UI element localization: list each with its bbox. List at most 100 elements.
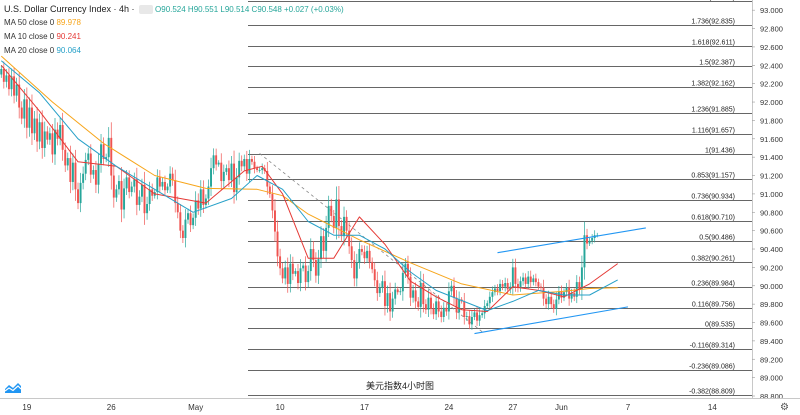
candle-body-145 — [371, 261, 374, 270]
candle-body-5 — [13, 76, 16, 96]
chart-caption: 美元指数4小时图 — [365, 381, 434, 391]
candlestick-series — [0, 61, 599, 330]
candle-body-210 — [537, 282, 540, 287]
candle-body-117 — [299, 268, 302, 284]
legend-ma50[interactable]: MA 50 close 0 89.978 — [4, 16, 344, 30]
price-channel — [474, 227, 646, 335]
candle-body-79 — [202, 189, 205, 205]
candle-body-162 — [414, 290, 417, 302]
time-axis[interactable]: 19 26 May 10 17 24 27 Jun 7 14 — [0, 398, 800, 413]
legend-ma20[interactable]: MA 20 close 0 90.064 — [4, 44, 344, 58]
candle-body-188 — [481, 313, 484, 316]
candle-body-41 — [105, 157, 108, 159]
candle-body-147 — [376, 280, 379, 294]
candle-body-88 — [225, 168, 228, 172]
candle-body-228 — [583, 235, 586, 268]
price-tick-label-20: 92.800 — [760, 25, 783, 34]
price-axis[interactable]: 88.800 89.000 89.200 89.400 89.600 89.800 90.0… — [752, 0, 783, 401]
candle-body-36 — [92, 170, 95, 175]
candle-body-100 — [256, 168, 259, 171]
candle-body-184 — [470, 317, 473, 325]
price-tick-label-19: 92.600 — [760, 43, 783, 52]
price-tick-label-10: 90.800 — [760, 208, 783, 217]
candle-body-137 — [350, 246, 353, 261]
ma-line-2 — [0, 60, 618, 312]
candle-body-2 — [5, 75, 8, 82]
fib-level-label-4: 1.382(92.162) — [691, 81, 735, 88]
price-tick-label-16: 92.000 — [760, 98, 783, 107]
candle-body-42 — [107, 137, 110, 158]
candle-body-155 — [396, 289, 399, 293]
candle-body-84 — [215, 155, 218, 165]
gear-icon[interactable]: ⚙ — [780, 402, 789, 413]
candle-body-28 — [71, 162, 74, 182]
candle-body-191 — [488, 296, 491, 304]
candle-body-58 — [148, 189, 151, 205]
tradingview-logo-icon[interactable] — [4, 380, 22, 394]
candle-body-64 — [164, 181, 166, 191]
candle-body-177 — [453, 285, 455, 298]
candle-body-38 — [97, 163, 100, 185]
candle-body-202 — [516, 283, 519, 288]
candle-body-229 — [586, 235, 588, 244]
fib-level-label-13: 0.236(89.984) — [691, 281, 735, 288]
candle-body-144 — [368, 250, 371, 262]
candle-body-86 — [220, 162, 223, 182]
fib-level-label-8: 0.853(91.157) — [691, 173, 735, 180]
ma20-label: MA 20 close 0 — [4, 46, 55, 55]
legend-ma10[interactable]: MA 10 close 0 90.241 — [4, 30, 344, 44]
candle-body-205 — [524, 277, 527, 284]
candle-body-187 — [478, 315, 481, 321]
candle-body-198 — [506, 283, 509, 290]
candle-body-67 — [171, 173, 174, 181]
candle-body-10 — [25, 99, 28, 128]
candle-body-92 — [235, 177, 238, 193]
candle-body-3 — [7, 75, 10, 90]
price-tick-label-21: 93.000 — [760, 6, 783, 15]
candle-body-167 — [427, 297, 430, 310]
candle-body-130 — [332, 215, 335, 228]
candle-body-128 — [327, 205, 330, 228]
candle-body-0 — [0, 68, 3, 75]
candle-body-223 — [570, 293, 573, 299]
time-tick-label-7: Jun — [555, 403, 568, 412]
candle-body-62 — [158, 177, 161, 187]
candle-body-217 — [555, 299, 558, 309]
candle-body-87 — [222, 171, 225, 182]
ma-line-1 — [0, 64, 618, 312]
symbol-header[interactable]: U.S. Dollar Currency Index · 4h · O90.52… — [4, 2, 344, 16]
fib-level-label-5: 1.236(91.885) — [691, 107, 735, 114]
ma10-label: MA 10 close 0 — [4, 32, 55, 41]
candle-body-34 — [87, 153, 90, 160]
legend-buttons-icon[interactable] — [138, 5, 153, 15]
candle-body-111 — [284, 267, 287, 279]
candle-body-172 — [440, 311, 443, 317]
candle-body-129 — [330, 205, 333, 216]
time-tick-label-8: 7 — [626, 403, 631, 412]
candle-body-182 — [465, 316, 468, 317]
candle-body-170 — [435, 301, 438, 315]
price-tick-label-12: 91.200 — [760, 172, 783, 181]
candle-body-150 — [383, 281, 386, 306]
candle-body-54 — [138, 196, 141, 205]
candle-body-105 — [268, 186, 271, 194]
candle-body-9 — [23, 99, 26, 119]
candle-body-63 — [161, 181, 164, 187]
price-tick-label-2: 89.200 — [760, 355, 783, 364]
candle-body-195 — [499, 283, 502, 292]
candle-body-206 — [527, 276, 530, 284]
candle-body-152 — [389, 293, 392, 312]
candle-body-7 — [18, 84, 21, 108]
chart-legend: U.S. Dollar Currency Index · 4h · O90.52… — [4, 2, 344, 58]
candle-body-146 — [373, 269, 376, 281]
candle-body-107 — [273, 210, 276, 232]
candle-body-193 — [493, 288, 496, 293]
symbol-title: U.S. Dollar Currency Index · 4h · — [4, 4, 135, 14]
candle-body-30 — [77, 189, 79, 204]
candle-body-89 — [227, 168, 230, 181]
price-tick-label-7: 90.200 — [760, 263, 783, 272]
candle-body-185 — [473, 312, 476, 317]
candle-body-23 — [59, 125, 62, 139]
candle-body-75 — [192, 217, 195, 226]
